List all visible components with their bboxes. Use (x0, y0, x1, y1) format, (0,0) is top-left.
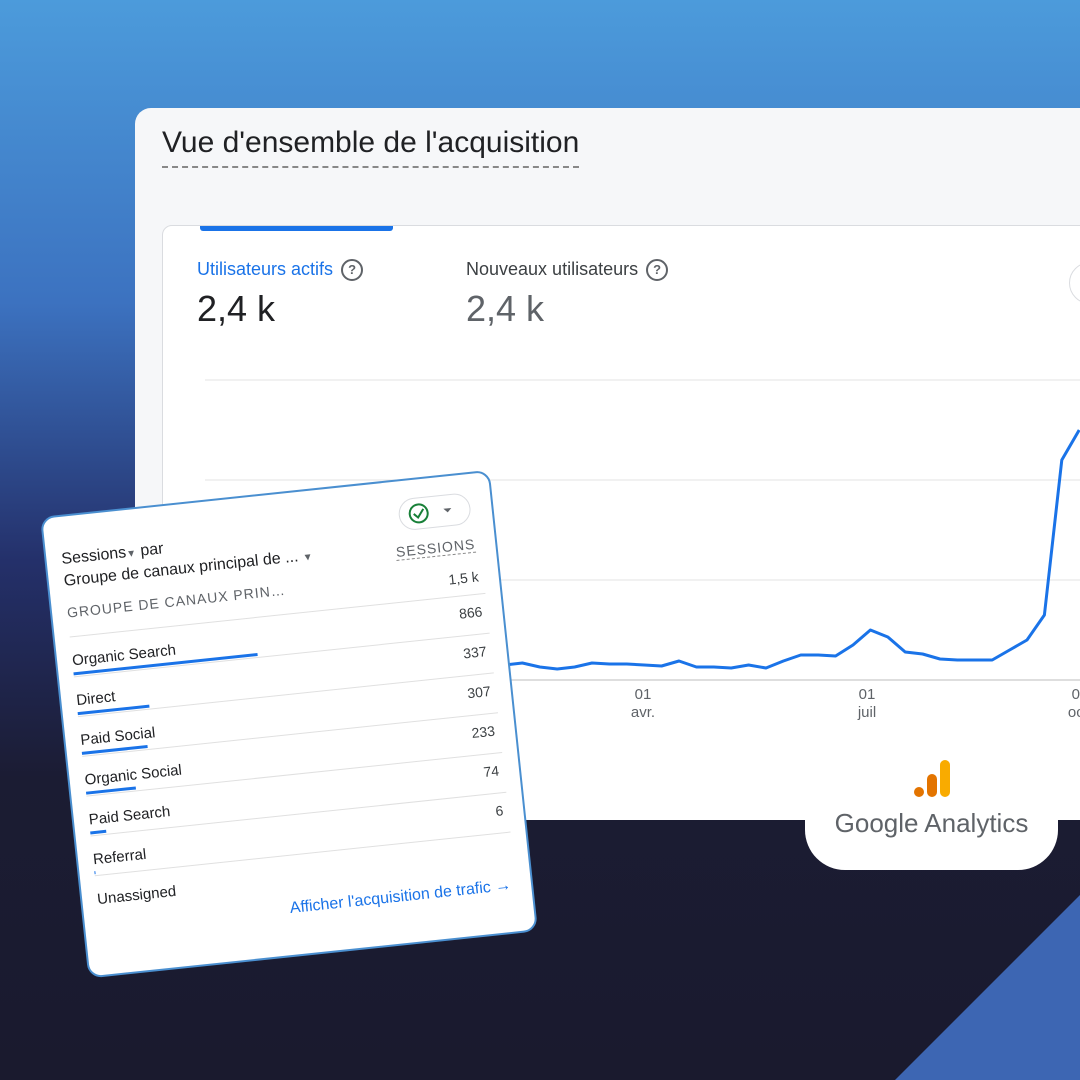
column-header: SESSIONS (395, 535, 477, 561)
row-value: 233 (470, 722, 496, 742)
x-label: 01oct. (1060, 686, 1080, 722)
metric-label: Utilisateurs actifs (197, 259, 334, 279)
x-label-month: oct. (1067, 704, 1080, 721)
badge-text: Google Analytics (834, 808, 1029, 838)
card-title: Vue d'ensemble de l'acquisition (162, 126, 580, 168)
status-button[interactable] (397, 492, 473, 532)
logo-dot (914, 787, 924, 797)
help-icon[interactable]: ? (341, 259, 364, 281)
row-value: 74 (482, 762, 500, 780)
row-value: 307 (466, 682, 492, 702)
ga-logo (914, 760, 950, 797)
column-header: GROUPE DE CANAUX PRIN… (66, 581, 287, 621)
x-label-day: 01 (634, 686, 652, 703)
total-value: 1,5 k (447, 568, 480, 588)
traffic-link[interactable]: Afficher l'acquisition de trafic → (288, 876, 512, 917)
data-line (504, 429, 1080, 671)
row-bar (94, 871, 96, 875)
logo-bar (940, 760, 950, 797)
x-label-day: 01 (1071, 686, 1080, 703)
x-label-day: 01 (858, 686, 876, 703)
row-name: Direct (75, 688, 117, 710)
row-value: 866 (458, 603, 484, 622)
metric-tab[interactable]: Nouveaux utilisateurs? (466, 259, 669, 281)
row-value: 6 (494, 802, 505, 819)
google-analytics-badge: Google Analytics (805, 760, 1058, 870)
row-name: Organic Social (83, 761, 183, 789)
row-separator (94, 831, 511, 877)
row-separator (78, 672, 494, 718)
row-name: Unassigned (96, 882, 177, 909)
metric-label: Nouveaux utilisateurs (466, 259, 639, 279)
corner-triangle (895, 895, 1080, 1080)
logo-bar (927, 774, 937, 797)
x-label: 01 avr. (623, 686, 663, 722)
metric-name: Sessions (60, 544, 128, 568)
x-label-month: avr. (630, 704, 656, 721)
metric-value: 2,4 k (197, 288, 276, 329)
row-name: Paid Search (88, 803, 172, 829)
check-icon (408, 503, 452, 524)
link-text: Afficher l'acquisition de trafic (288, 878, 492, 917)
metric-value: 2,4 k (466, 288, 545, 329)
metric-tab[interactable]: Utilisateurs actifs? (197, 259, 364, 281)
help-icon[interactable]: ? (646, 259, 669, 281)
x-label-month: juil (857, 704, 877, 721)
active-tab-indicator (200, 226, 393, 231)
by-label: par (139, 540, 165, 560)
x-label: 01 juil (847, 686, 887, 722)
channel-table-card: Sessions▼ par Groupe de canaux principal… (40, 469, 539, 979)
row-name: Referral (92, 845, 148, 869)
row-value: 337 (462, 643, 488, 662)
